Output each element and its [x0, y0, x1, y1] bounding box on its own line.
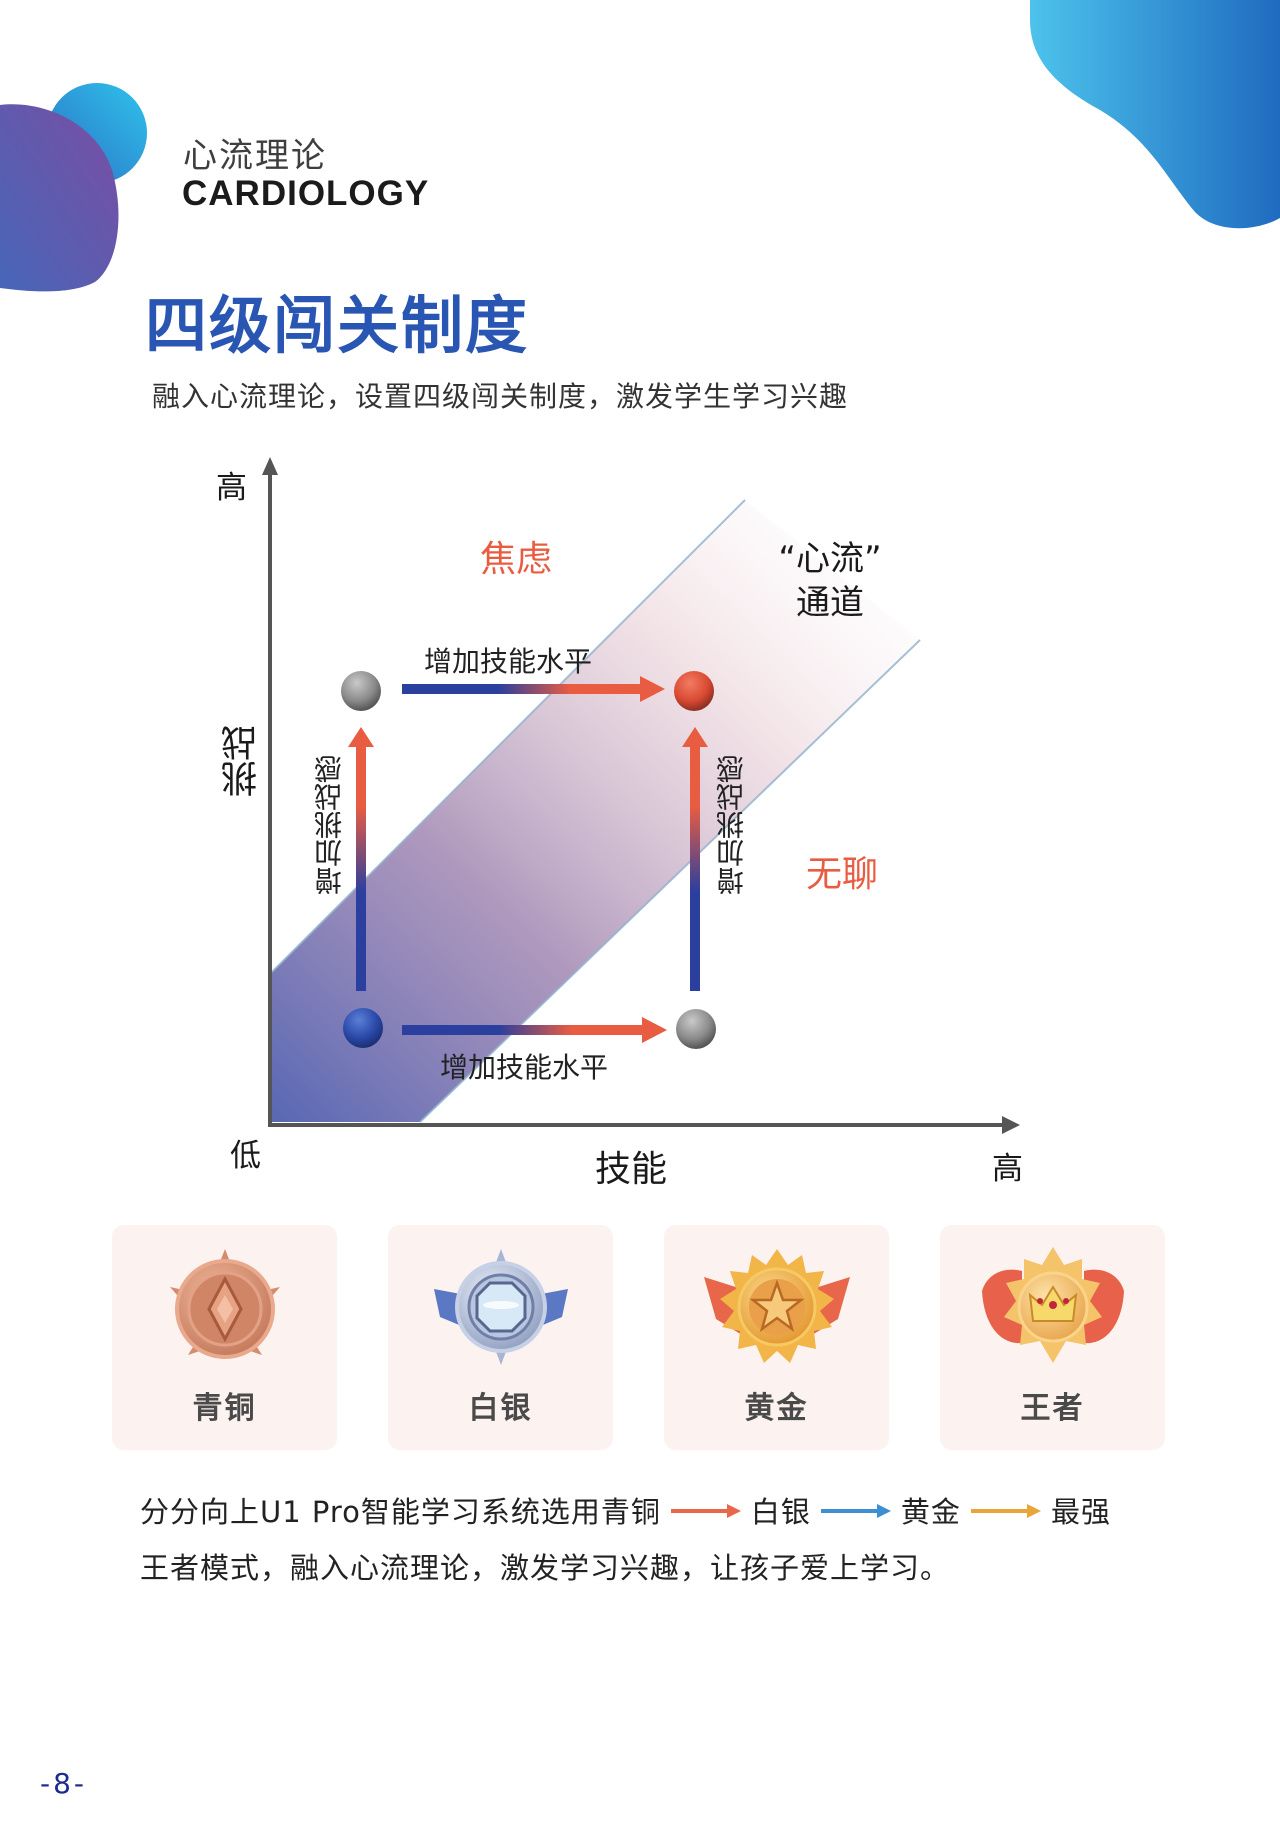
arrow-challenge-left-label: 增加挑战感 — [313, 755, 346, 895]
arrow-challenge-right-label: 增加挑战感 — [715, 755, 748, 895]
origin-low-label: 低 — [230, 1138, 261, 1174]
level-name-gold: 黄金 — [744, 1391, 809, 1426]
zone-boredom-label: 无聊 — [806, 854, 879, 895]
arrow-challenge-left — [348, 727, 374, 991]
arrow-skill-top — [402, 676, 665, 702]
flow-channel-band — [272, 500, 920, 1122]
step-gold: 黄金 — [900, 1495, 961, 1529]
x-axis-high-label: 高 — [992, 1151, 1023, 1187]
description-line-2: 王者模式，融入心流理论，激发学习兴趣，让孩子爱上学习。 — [140, 1551, 951, 1585]
level-card-king: 王者 — [940, 1225, 1165, 1450]
arrow-blue-icon — [820, 1504, 891, 1518]
section-title-en: CARDIOLOGY — [182, 174, 430, 213]
level-card-silver: 白银 — [388, 1225, 613, 1450]
level-card-gold: 黄金 — [664, 1225, 889, 1450]
step-strongest: 最强 — [1050, 1495, 1111, 1529]
gold-medal-icon — [703, 1249, 850, 1363]
description-line-1: 分分向上U1 Pro智能学习系统选用青铜 白银 黄金 最强 — [140, 1484, 1160, 1540]
arrow-challenge-right — [682, 727, 708, 991]
silver-medal-icon — [433, 1249, 568, 1365]
level-name-bronze: 青铜 — [192, 1391, 257, 1426]
x-axis-label: 技能 — [595, 1149, 668, 1190]
flow-channel-label: “心流” 通道 — [760, 537, 900, 625]
page-subtitle: 融入心流理论，设置四级闯关制度，激发学生学习兴趣 — [152, 380, 849, 413]
y-axis-label: 挑战 — [222, 725, 263, 797]
level-name-silver: 白银 — [468, 1391, 533, 1426]
flow-theory-diagram: 高 挑战 低 技能 高 焦虑 无聊 “心流” 通道 增加技能水平 增加技能水平 … — [216, 457, 1023, 1190]
description-prefix: 分分向上U1 Pro智能学习系统选用青铜 — [140, 1495, 661, 1529]
page-title: 四级闯关制度 — [145, 289, 530, 362]
bronze-medal-icon — [169, 1249, 280, 1359]
zone-anxiety-label: 焦虑 — [480, 539, 553, 580]
state-dot-blue-bottom-left — [343, 1008, 383, 1048]
state-dot-gray-top-left — [341, 671, 381, 711]
flow-channel-label-line1: “心流” — [778, 539, 882, 579]
section-title-cn: 心流理论 — [183, 136, 327, 176]
page-number: -8- — [40, 1767, 88, 1800]
y-axis-arrowhead-icon — [262, 457, 278, 475]
arrow-orange-icon — [970, 1504, 1041, 1518]
state-dot-gray-bottom-right — [676, 1009, 716, 1049]
y-axis-high-label: 高 — [216, 470, 247, 506]
arrow-skill-top-label: 增加技能水平 — [424, 645, 593, 678]
level-name-king: 王者 — [1020, 1391, 1085, 1426]
flow-channel-label-line2: 通道 — [796, 583, 864, 623]
state-dot-red-top-right — [674, 671, 714, 711]
arrow-red-icon — [670, 1504, 741, 1518]
arrow-skill-bottom-label: 增加技能水平 — [440, 1051, 609, 1084]
level-card-bronze: 青铜 — [112, 1225, 337, 1450]
arrow-skill-bottom — [402, 1017, 667, 1043]
king-medal-icon — [981, 1247, 1124, 1363]
x-axis-arrowhead-icon — [1002, 1116, 1020, 1134]
step-silver: 白银 — [750, 1495, 811, 1529]
